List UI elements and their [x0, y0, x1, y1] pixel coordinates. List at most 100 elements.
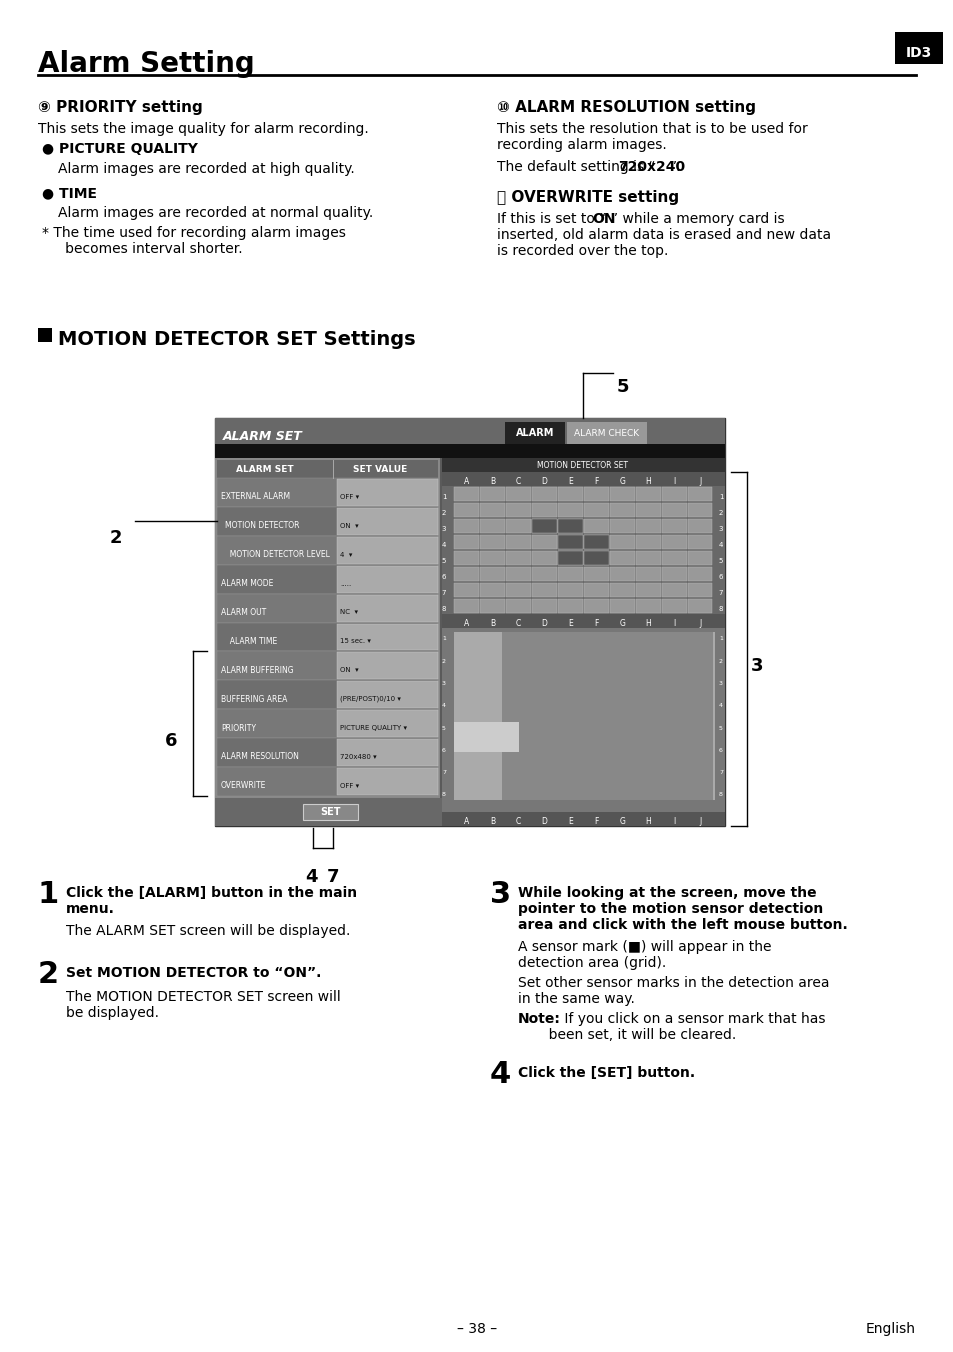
Bar [687, 599, 712, 612]
Text: This sets the resolution that is to be used for: This sets the resolution that is to be u… [497, 122, 807, 137]
Text: (PRE/POST)0/10 ▾: (PRE/POST)0/10 ▾ [339, 696, 400, 703]
Bar [303, 804, 357, 821]
Text: BUFFERING AREA: BUFFERING AREA [221, 695, 287, 703]
Text: EXTERNAL ALARM: EXTERNAL ALARM [221, 492, 290, 502]
Text: 4: 4 [719, 703, 722, 708]
Bar [216, 652, 437, 680]
Text: 7: 7 [441, 771, 446, 775]
Text: 8: 8 [719, 792, 722, 798]
Bar [480, 566, 505, 581]
Text: ALARM RESOLUTION: ALARM RESOLUTION [221, 753, 298, 761]
Bar [609, 566, 634, 581]
Bar [532, 535, 557, 549]
Text: F: F [594, 477, 598, 487]
Bar [609, 552, 634, 565]
Text: 3: 3 [441, 681, 446, 685]
Bar [506, 599, 531, 612]
Text: be displayed.: be displayed. [66, 1006, 159, 1019]
Text: PICTURE QUALITY ▾: PICTURE QUALITY ▾ [339, 725, 407, 731]
Bar [216, 594, 437, 622]
Bar [661, 552, 686, 565]
Bar [687, 519, 712, 533]
Text: MOTION DETECTOR SET Settings: MOTION DETECTOR SET Settings [58, 330, 416, 349]
Text: If you click on a sensor mark that has: If you click on a sensor mark that has [559, 1013, 824, 1026]
Bar [583, 552, 608, 565]
Text: Alarm Setting: Alarm Setting [38, 50, 254, 78]
Text: ” while a memory card is: ” while a memory card is [610, 212, 783, 226]
Text: 720x240: 720x240 [618, 160, 684, 174]
Bar [635, 535, 660, 549]
Bar [558, 519, 582, 533]
Bar [532, 519, 557, 533]
Text: 4: 4 [441, 703, 446, 708]
Bar [454, 552, 479, 565]
Text: 2: 2 [441, 510, 446, 516]
Text: OVERWRITE: OVERWRITE [221, 781, 266, 791]
Bar [532, 503, 557, 516]
Bar [216, 622, 437, 652]
Bar [480, 583, 505, 598]
Bar [441, 813, 724, 826]
Bar [336, 768, 437, 795]
Text: C: C [516, 619, 521, 629]
Text: MOTION DETECTOR: MOTION DETECTOR [225, 522, 299, 530]
Bar [506, 566, 531, 581]
Text: menu.: menu. [66, 902, 114, 917]
Bar [635, 519, 660, 533]
Text: A: A [464, 818, 469, 826]
Bar [532, 583, 557, 598]
Text: MOTION DETECTOR SET: MOTION DETECTOR SET [537, 461, 628, 469]
Bar [583, 535, 608, 549]
Bar [566, 422, 646, 443]
Bar [480, 503, 505, 516]
Text: 4: 4 [441, 542, 446, 548]
Bar [480, 552, 505, 565]
Bar [454, 722, 518, 752]
Text: 1: 1 [718, 493, 722, 500]
Text: E: E [568, 477, 573, 487]
Text: If this is set to “: If this is set to “ [497, 212, 605, 226]
Bar [216, 460, 437, 479]
Bar [454, 535, 479, 549]
Bar [583, 535, 608, 549]
Text: Set other sensor marks in the detection area: Set other sensor marks in the detection … [517, 976, 828, 990]
Bar [441, 458, 724, 472]
Bar [583, 487, 608, 502]
Text: – 38 –: – 38 – [456, 1322, 497, 1336]
Text: I: I [672, 477, 675, 487]
Text: 2: 2 [718, 510, 722, 516]
Bar [454, 631, 714, 800]
Text: 5: 5 [441, 726, 445, 730]
Text: 1: 1 [719, 637, 722, 641]
Bar [441, 472, 724, 485]
Bar [687, 552, 712, 565]
Bar [336, 537, 437, 564]
Text: ⑩ ALARM RESOLUTION setting: ⑩ ALARM RESOLUTION setting [497, 100, 755, 115]
Text: 720x480 ▾: 720x480 ▾ [339, 754, 376, 760]
Bar [504, 422, 564, 443]
Text: The default setting is “: The default setting is “ [497, 160, 655, 174]
Text: 2: 2 [38, 960, 59, 990]
Text: recording alarm images.: recording alarm images. [497, 138, 666, 151]
Text: 4: 4 [718, 542, 722, 548]
Bar [609, 503, 634, 516]
Bar [336, 595, 437, 622]
Text: 1: 1 [441, 493, 446, 500]
Bar [661, 487, 686, 502]
Bar [687, 503, 712, 516]
Bar [687, 487, 712, 502]
Bar [336, 508, 437, 535]
Bar [216, 680, 437, 710]
Bar [38, 329, 52, 342]
Bar [214, 458, 439, 798]
Text: 7: 7 [441, 589, 446, 596]
Text: G: G [618, 818, 624, 826]
Bar [506, 503, 531, 516]
Bar [336, 740, 437, 767]
Bar [336, 479, 437, 506]
Bar [635, 566, 660, 581]
Bar [583, 583, 608, 598]
Text: 6: 6 [441, 575, 446, 580]
Text: ALARM CHECK: ALARM CHECK [574, 429, 639, 438]
Bar [506, 487, 531, 502]
